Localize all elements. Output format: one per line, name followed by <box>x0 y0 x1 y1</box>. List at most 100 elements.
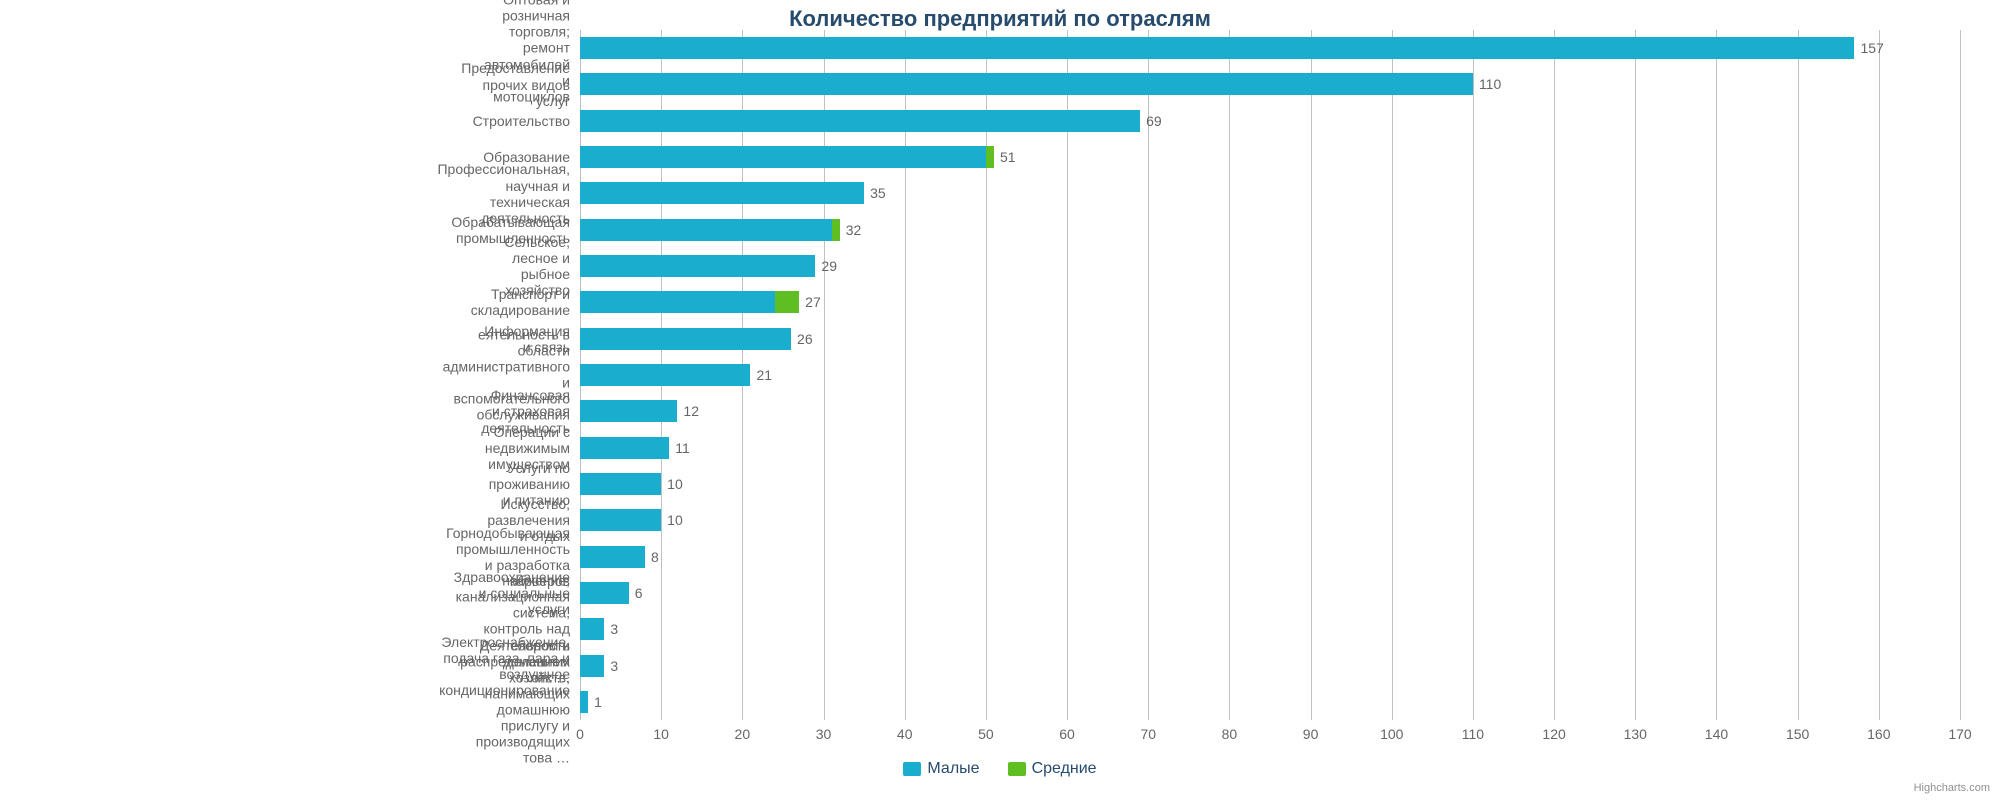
x-tick-label: 70 <box>1140 726 1156 742</box>
bar-total-label: 69 <box>1140 113 1162 129</box>
bar-segment-малые[interactable] <box>580 255 815 277</box>
gridline <box>1392 30 1393 720</box>
plot-area: 0102030405060708090100110120130140150160… <box>580 30 1960 720</box>
gridline <box>1229 30 1230 720</box>
x-tick-label: 10 <box>653 726 669 742</box>
bar-total-label: 10 <box>661 476 683 492</box>
bar-total-label: 3 <box>604 621 618 637</box>
legend-label: Малые <box>927 760 979 778</box>
gridline <box>1960 30 1961 720</box>
bar-row[interactable]: 3 <box>580 618 604 640</box>
chart-title: Количество предприятий по отраслям <box>0 6 2000 32</box>
y-tick-label: Деятельность домашних хозяйств, нанимающ… <box>476 637 580 766</box>
bar-row[interactable]: 10 <box>580 509 661 531</box>
gridline <box>1635 30 1636 720</box>
gridline <box>1067 30 1068 720</box>
bar-row[interactable]: 32 <box>580 219 840 241</box>
bar-row[interactable]: 51 <box>580 146 994 168</box>
bar-segment-малые[interactable] <box>580 400 677 422</box>
bar-segment-малые[interactable] <box>580 546 645 568</box>
bar-row[interactable]: 10 <box>580 473 661 495</box>
x-tick-label: 30 <box>816 726 832 742</box>
bar-row[interactable]: 21 <box>580 364 750 386</box>
bar-row[interactable]: 26 <box>580 328 791 350</box>
bar-segment-средние[interactable] <box>775 291 799 313</box>
bar-segment-малые[interactable] <box>580 364 750 386</box>
bar-segment-малые[interactable] <box>580 618 604 640</box>
legend-swatch <box>903 762 921 776</box>
bar-segment-малые[interactable] <box>580 146 986 168</box>
bar-total-label: 8 <box>645 549 659 565</box>
x-tick-label: 60 <box>1059 726 1075 742</box>
bar-segment-малые[interactable] <box>580 37 1854 59</box>
bar-row[interactable]: 6 <box>580 582 629 604</box>
gridline <box>1473 30 1474 720</box>
x-tick-label: 150 <box>1786 726 1809 742</box>
legend-item-малые[interactable]: Малые <box>903 760 979 778</box>
gridline <box>1554 30 1555 720</box>
bar-segment-малые[interactable] <box>580 328 791 350</box>
bar-segment-средние[interactable] <box>832 219 840 241</box>
bar-segment-малые[interactable] <box>580 691 588 713</box>
bar-total-label: 32 <box>840 222 862 238</box>
bar-segment-малые[interactable] <box>580 73 1473 95</box>
bar-segment-малые[interactable] <box>580 437 669 459</box>
gridline <box>905 30 906 720</box>
bar-total-label: 157 <box>1854 40 1883 56</box>
bar-total-label: 6 <box>629 585 643 601</box>
bar-segment-малые[interactable] <box>580 473 661 495</box>
x-tick-label: 140 <box>1705 726 1728 742</box>
bar-segment-малые[interactable] <box>580 219 832 241</box>
bar-row[interactable]: 8 <box>580 546 645 568</box>
bar-segment-малые[interactable] <box>580 291 775 313</box>
bar-row[interactable]: 29 <box>580 255 815 277</box>
bar-total-label: 21 <box>750 367 772 383</box>
bar-row[interactable]: 1 <box>580 691 588 713</box>
bar-total-label: 1 <box>588 694 602 710</box>
gridline <box>1716 30 1717 720</box>
gridline <box>986 30 987 720</box>
x-tick-label: 160 <box>1867 726 1890 742</box>
chart-container: Количество предприятий по отраслям 01020… <box>0 0 2000 800</box>
bar-row[interactable]: 157 <box>580 37 1854 59</box>
x-tick-label: 20 <box>735 726 751 742</box>
y-tick-label: Строительство <box>473 113 580 129</box>
gridline <box>1879 30 1880 720</box>
x-tick-label: 130 <box>1624 726 1647 742</box>
legend-swatch <box>1008 762 1026 776</box>
bar-total-label: 26 <box>791 331 813 347</box>
x-tick-label: 50 <box>978 726 994 742</box>
bar-total-label: 110 <box>1473 76 1501 92</box>
bar-row[interactable]: 11 <box>580 437 669 459</box>
bar-row[interactable]: 35 <box>580 182 864 204</box>
bar-total-label: 35 <box>864 185 886 201</box>
bar-row[interactable]: 3 <box>580 655 604 677</box>
bar-total-label: 27 <box>799 294 821 310</box>
bar-total-label: 11 <box>669 440 690 456</box>
gridline <box>1148 30 1149 720</box>
bar-segment-малые[interactable] <box>580 582 629 604</box>
bar-total-label: 51 <box>994 149 1016 165</box>
bar-row[interactable]: 12 <box>580 400 677 422</box>
x-tick-label: 100 <box>1380 726 1403 742</box>
x-tick-label: 90 <box>1303 726 1319 742</box>
credits-link[interactable]: Highcharts.com <box>1914 782 1990 794</box>
y-tick-label: Предоставление прочих видов услуг <box>461 60 580 108</box>
legend-item-средние[interactable]: Средние <box>1008 760 1097 778</box>
x-tick-label: 170 <box>1948 726 1971 742</box>
bar-row[interactable]: 27 <box>580 291 799 313</box>
x-tick-label: 40 <box>897 726 913 742</box>
bar-segment-малые[interactable] <box>580 182 864 204</box>
bar-segment-малые[interactable] <box>580 110 1140 132</box>
x-tick-label: 80 <box>1222 726 1238 742</box>
bar-row[interactable]: 110 <box>580 73 1473 95</box>
bar-row[interactable]: 69 <box>580 110 1140 132</box>
y-tick-label: Транспорт и складирование <box>471 286 580 318</box>
legend: Малые Средние <box>0 760 2000 778</box>
bar-total-label: 12 <box>677 403 699 419</box>
x-tick-label: 120 <box>1542 726 1565 742</box>
bar-segment-малые[interactable] <box>580 655 604 677</box>
bar-segment-малые[interactable] <box>580 509 661 531</box>
bar-segment-средние[interactable] <box>986 146 994 168</box>
bar-total-label: 10 <box>661 512 683 528</box>
